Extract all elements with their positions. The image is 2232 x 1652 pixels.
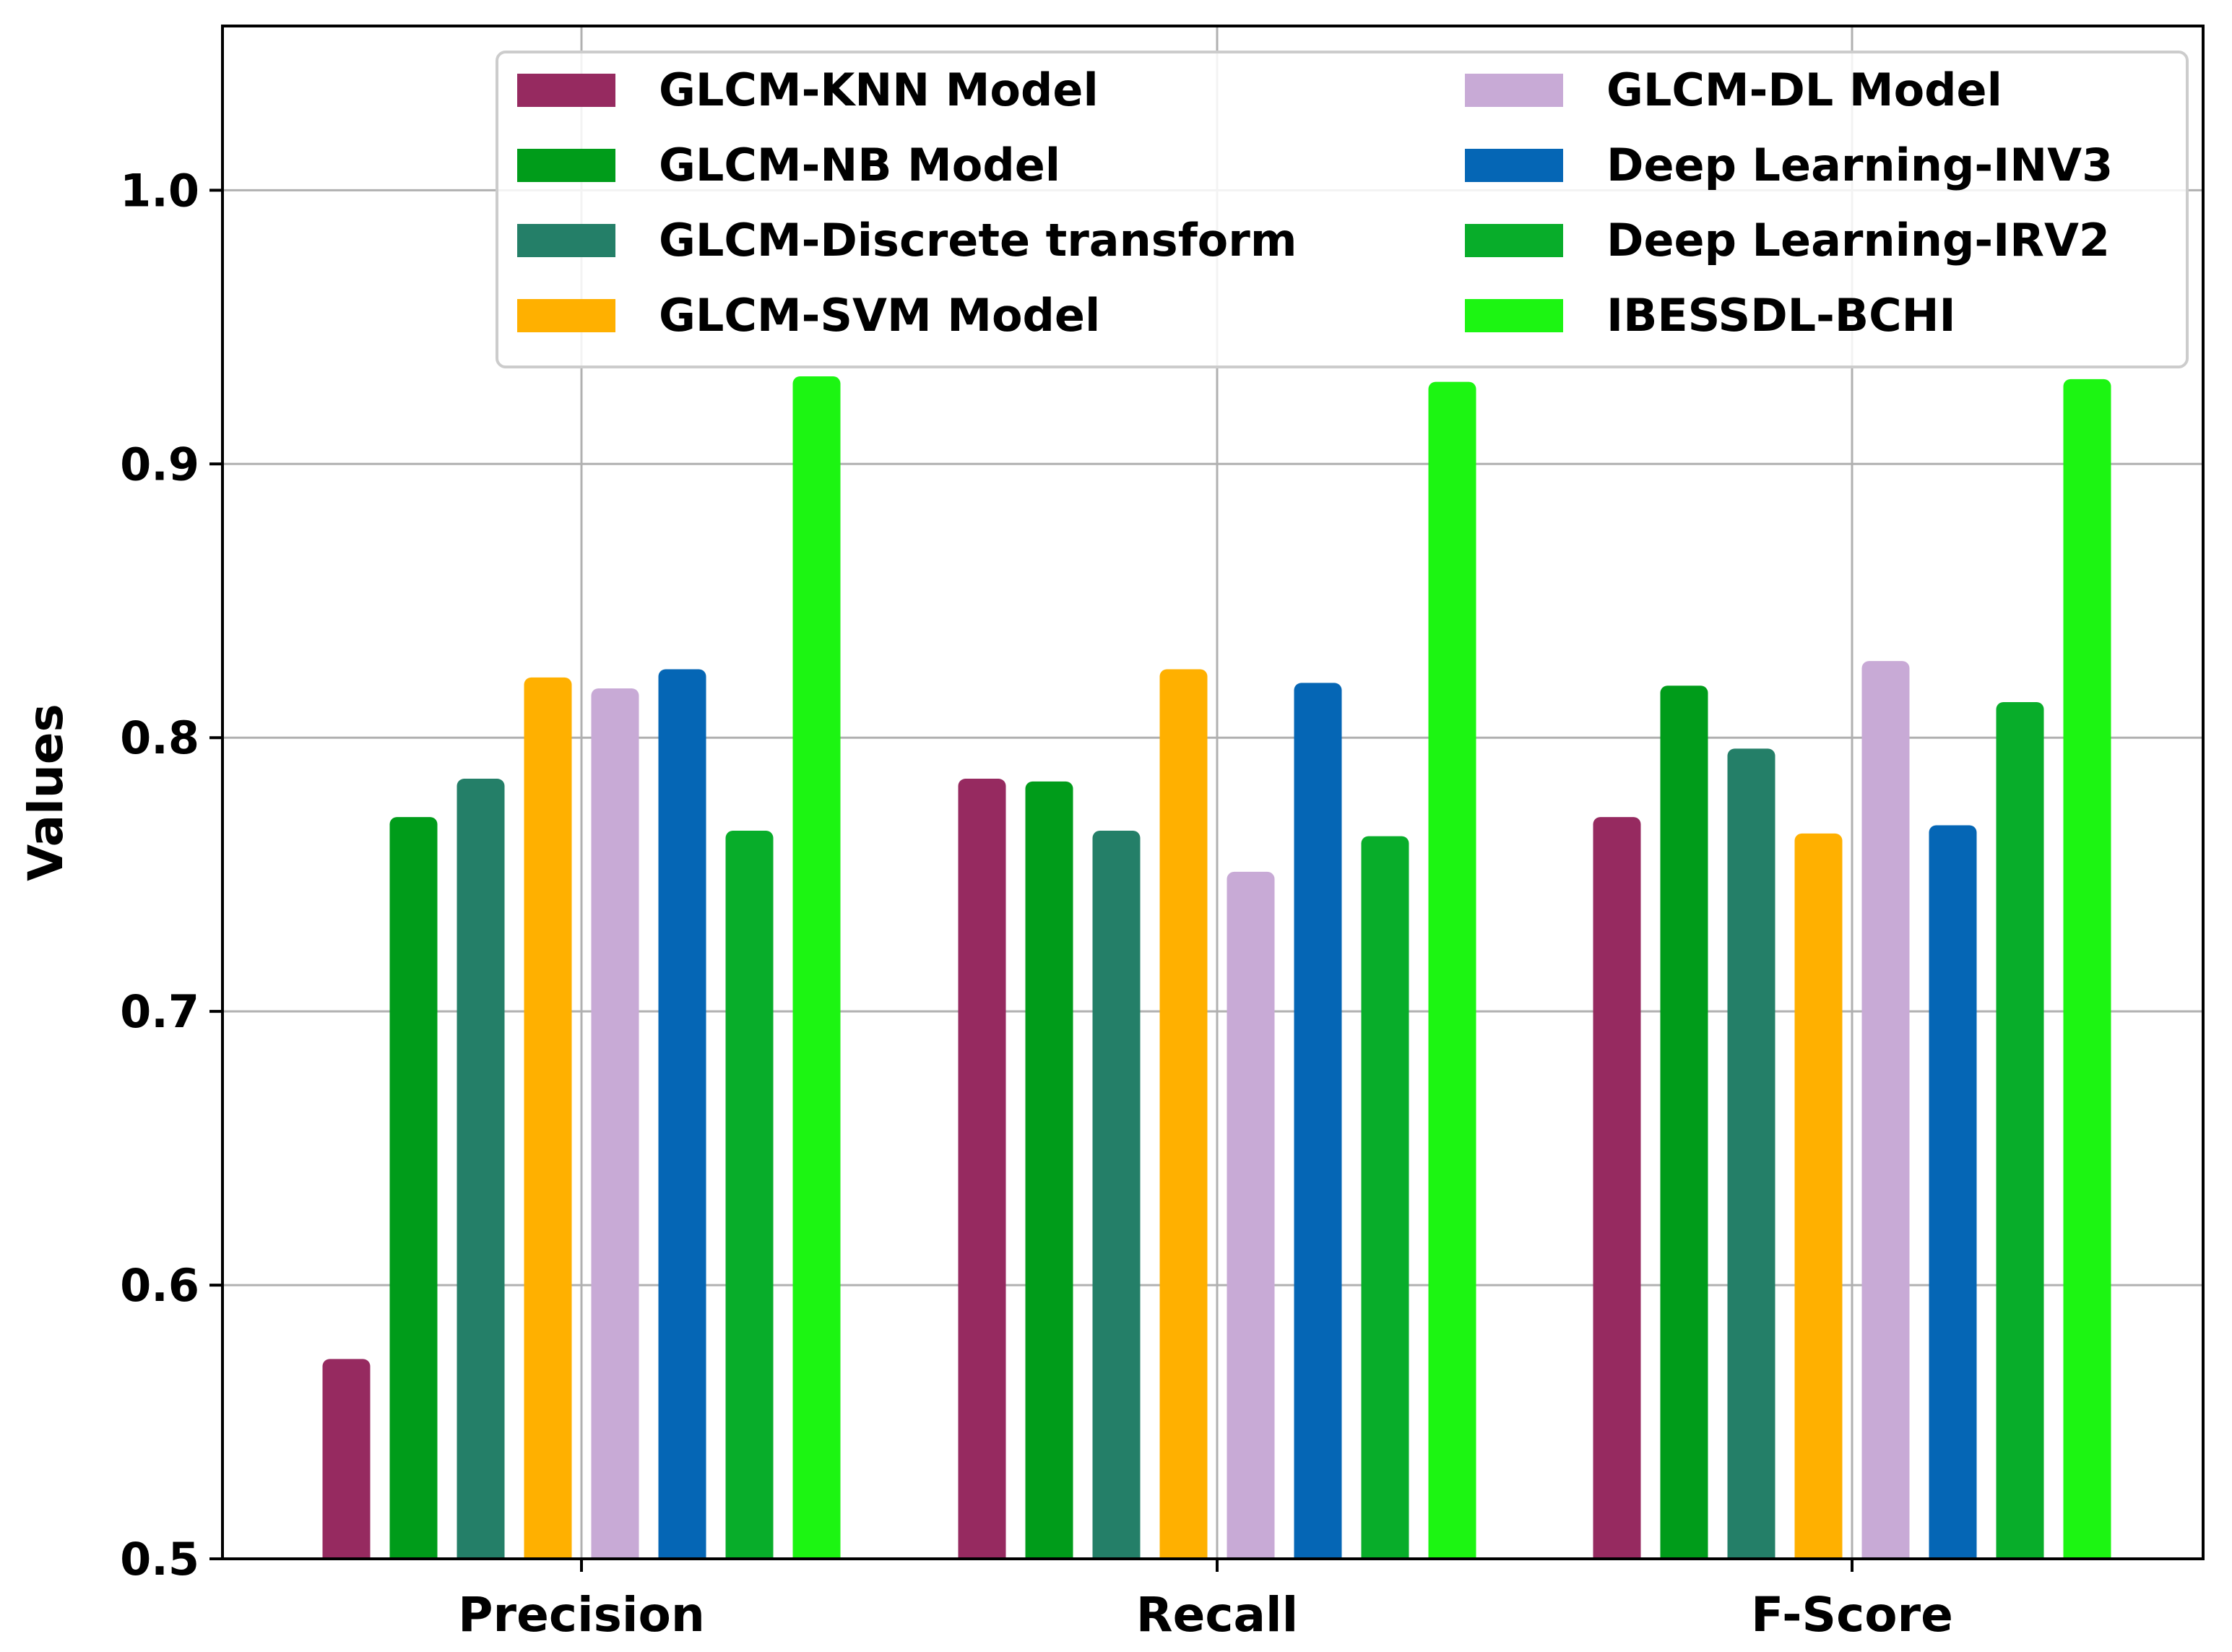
bar-f-score-6 (1929, 825, 1977, 1559)
legend-label: GLCM-Discrete transform (659, 214, 1297, 267)
legend-box (496, 51, 2189, 368)
bar-precision-7 (725, 831, 774, 1559)
bar-precision-3 (457, 779, 505, 1559)
bar-base (1929, 1544, 1977, 1559)
bar-f-score-4 (1794, 833, 1843, 1559)
y-axis-title: Values (18, 704, 74, 881)
bar-recall-4 (1159, 669, 1208, 1559)
legend-swatch (517, 74, 615, 107)
x-axis-ticks: Precision Recall F-Score (458, 1559, 1953, 1643)
legend-swatch (517, 149, 615, 182)
bar-precision-6 (658, 669, 706, 1559)
bar-recall-2 (1025, 781, 1073, 1559)
bar-base (389, 1544, 438, 1559)
bar-recall-6 (1294, 683, 1342, 1559)
bar-base (958, 1544, 1006, 1559)
legend-label: GLCM-NB Model (659, 139, 1060, 191)
bar-precision-2 (389, 817, 438, 1559)
legend: GLCM-KNN Model GLCM-NB Model GLCM-Discrete… (496, 51, 2189, 368)
legend-swatch (517, 299, 615, 332)
bar-base (457, 1544, 505, 1559)
plot-frame (221, 25, 2205, 1560)
bar-base (725, 1544, 774, 1559)
bar-base (1660, 1544, 1708, 1559)
legend-label: Deep Learning-INV3 (1606, 139, 2113, 191)
bar-precision-4 (524, 677, 572, 1559)
y-tick-label: 1.0 (120, 164, 199, 217)
bar-recall-3 (1092, 831, 1141, 1559)
bar-base (792, 1544, 841, 1559)
bar-base (1294, 1544, 1342, 1559)
y-tick-label: 0.8 (120, 712, 199, 764)
y-axis-ticks: 0.5 0.6 0.7 0.8 0.9 1.0 (120, 164, 222, 1586)
legend-swatch (517, 224, 615, 257)
y-tick-label: 0.6 (120, 1259, 199, 1312)
bar-base (1159, 1544, 1208, 1559)
bar-base (322, 1544, 371, 1559)
bar-f-score-8 (2063, 379, 2111, 1559)
bars (322, 376, 2111, 1560)
bar-f-score-3 (1727, 748, 1775, 1559)
bar-f-score-5 (1861, 661, 1910, 1559)
bar-base (658, 1544, 706, 1559)
y-tick-label: 0.5 (120, 1533, 199, 1586)
bar-recall-8 (1428, 381, 1476, 1559)
legend-label: GLCM-SVM Model (659, 289, 1100, 342)
legend-label: GLCM-KNN Model (659, 64, 1099, 116)
bar-base (1593, 1544, 1641, 1559)
bar-base (1861, 1544, 1910, 1559)
bar-base (1025, 1544, 1073, 1559)
bar-base (1092, 1544, 1141, 1559)
y-tick-label: 0.9 (120, 438, 199, 490)
legend-swatch (1465, 149, 1563, 182)
bar-base (2063, 1544, 2111, 1559)
legend-swatch (1465, 299, 1563, 332)
bar-base (1428, 1544, 1476, 1559)
legend-label: GLCM-DL Model (1606, 64, 2002, 116)
bar-base (1227, 1544, 1275, 1559)
legend-swatch (1465, 74, 1563, 107)
bar-f-score-1 (1593, 817, 1641, 1559)
bar-base (1996, 1544, 2044, 1559)
bar-base (1727, 1544, 1775, 1559)
bar-base (1361, 1544, 1409, 1559)
bar-base (524, 1544, 572, 1559)
bar-base (591, 1544, 639, 1559)
bar-f-score-7 (1996, 701, 2044, 1559)
bar-f-score-2 (1660, 686, 1708, 1560)
bar-recall-1 (958, 779, 1006, 1559)
legend-label: IBESSDL-BCHI (1606, 289, 1956, 342)
bar-precision-5 (591, 688, 639, 1560)
bar-base (1794, 1544, 1843, 1559)
x-tick-label-precision: Precision (458, 1587, 705, 1643)
bar-precision-1 (322, 1359, 371, 1559)
bar-recall-5 (1227, 871, 1275, 1559)
bar-precision-8 (792, 376, 841, 1559)
x-tick-label-f-score: F-Score (1751, 1587, 1953, 1643)
y-tick-label: 0.7 (120, 985, 199, 1038)
bar-recall-7 (1361, 836, 1409, 1559)
legend-label: Deep Learning-IRV2 (1606, 214, 2110, 267)
x-tick-label-recall: Recall (1136, 1587, 1299, 1643)
legend-swatch (1465, 224, 1563, 257)
